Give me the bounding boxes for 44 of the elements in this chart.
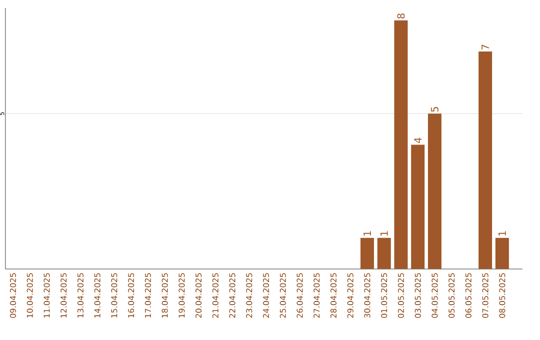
- data-label: 8: [397, 14, 405, 19]
- x-tick-label: 22.04.2025: [229, 273, 236, 318]
- x-tick-label: 11.04.2025: [44, 273, 50, 318]
- x-tick-label: 19.04.2025: [178, 273, 185, 318]
- x-tick-label: 04.05.2025: [432, 273, 438, 318]
- x-tick-label: 14.04.2025: [94, 273, 100, 318]
- x-tick-label: 28.04.2025: [330, 273, 337, 318]
- x-tick-label: 17.04.2025: [144, 273, 151, 318]
- bar: [377, 238, 391, 269]
- x-tick-label: 06.05.2025: [465, 273, 472, 318]
- x-tick-label: 03.05.2025: [414, 273, 421, 318]
- x-tick-label: 29.04.2025: [347, 273, 354, 318]
- x-tick-label: 26.04.2025: [296, 273, 303, 318]
- x-tick-label: 05.05.2025: [448, 273, 455, 318]
- x-tick-label: 30.04.2025: [364, 273, 370, 318]
- x-tick-label: 21.04.2025: [212, 273, 218, 318]
- bar: [478, 52, 492, 269]
- x-tick-label: 02.05.2025: [398, 273, 404, 318]
- x-tick-label: 12.04.2025: [60, 273, 67, 318]
- bar: [394, 20, 408, 269]
- x-tick-label: 09.04.2025: [10, 273, 16, 318]
- x-tick-label: 07.05.2025: [482, 273, 488, 318]
- x-tick-label: 25.04.2025: [280, 273, 286, 318]
- x-tick-label: 08.05.2025: [499, 273, 506, 318]
- x-tick-label: 23.04.2025: [246, 273, 252, 318]
- bar: [411, 144, 425, 269]
- x-tick-label: 24.04.2025: [262, 273, 270, 318]
- data-label: 1: [364, 231, 371, 236]
- x-tick-label: 27.04.2025: [314, 273, 320, 318]
- data-label: 5: [430, 106, 438, 112]
- x-tick-label: 18.04.2025: [162, 273, 168, 318]
- data-label: 1: [498, 231, 506, 236]
- x-tick-label: 16.04.2025: [128, 273, 134, 318]
- data-label: 1: [380, 231, 388, 236]
- data-label: 7: [482, 44, 489, 50]
- x-tick-label: 15.04.2025: [111, 273, 118, 318]
- x-tick-label: 10.04.2025: [26, 273, 33, 318]
- bar: [495, 238, 509, 269]
- bar: [360, 238, 374, 269]
- bar: [428, 114, 442, 269]
- data-label: 4: [414, 138, 422, 144]
- x-tick-label: 13.04.2025: [77, 273, 84, 318]
- x-tick-label: 20.04.2025: [196, 273, 202, 318]
- x-tick-label: 01.05.2025: [381, 273, 388, 318]
